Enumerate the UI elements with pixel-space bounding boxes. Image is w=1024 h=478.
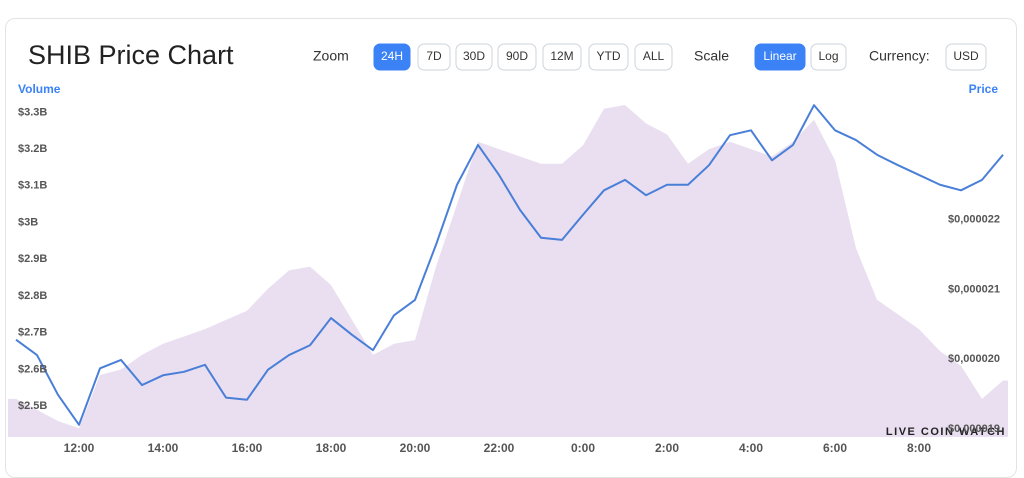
button[interactable]: ALL [634,43,673,71]
y-axis-label: Volume [18,82,61,96]
y-tick-label: $3.2B [18,143,47,155]
button[interactable]: USD [945,43,987,71]
x-tick-label: 16:00 [232,441,263,455]
button-bg [417,43,451,71]
button[interactable]: Log [810,43,847,71]
button-bg [373,43,411,71]
button-bg [754,43,806,71]
button[interactable]: 12M [542,43,582,71]
button-bg [634,43,673,71]
y-tick-label: $2.5B [18,400,47,412]
price-line [15,104,1004,426]
button-bg [542,43,582,71]
x-tick-label: 2:00 [655,441,679,455]
plot-area [8,104,1008,437]
x-tick-label: 8:00 [907,441,931,455]
chart: SHIB Price Chart Zoom Scale Currency: Vo… [8,40,1008,455]
button-label: YTD [597,49,621,63]
currency-label: Currency: [869,48,930,64]
volume-area [8,105,1008,437]
y2-tick-label: $0,000021 [948,283,1000,295]
button[interactable]: Linear [754,43,806,71]
button-bg [455,43,493,71]
button[interactable]: 30D [455,43,493,71]
button[interactable]: 7D [417,43,451,71]
y2-tick-label: $0,000022 [948,214,1000,226]
x-tick-label: 22:00 [484,441,515,455]
button[interactable]: 90D [497,43,537,71]
x-tick-label: 0:00 [571,441,595,455]
y2-tick-label: $0,000019 [948,423,1000,435]
button-label: 24H [381,49,403,63]
button-label: ALL [643,49,665,63]
x-tick-label: 20:00 [400,441,431,455]
y-tick-label: $3B [18,216,38,228]
button-bg [588,43,629,71]
chart-title: SHIB Price Chart [28,40,234,70]
y2-axis-label: Price [969,82,999,96]
y-tick-label: $2.9B [18,253,47,265]
button[interactable]: 24H [373,43,411,71]
button-bg [497,43,537,71]
button[interactable]: YTD [588,43,629,71]
x-tick-label: 4:00 [739,441,763,455]
button-bg [810,43,847,71]
button-label: 30D [463,49,485,63]
button-bg [945,43,987,71]
button-label: Linear [763,49,796,63]
y-tick-label: $3.3B [18,106,47,118]
y-tick-label: $2.8B [18,290,47,302]
y-tick-label: $2.6B [18,363,47,375]
x-tick-label: 14:00 [148,441,179,455]
button-label: 90D [506,49,528,63]
button-label: 12M [550,49,573,63]
x-tick-label: 12:00 [64,441,95,455]
zoom-label: Zoom [313,48,349,64]
button-label: USD [953,49,979,63]
y2-tick-label: $0,000020 [948,353,1000,365]
watermark: LIVE COIN WATCH [886,426,1006,438]
x-tick-label: 18:00 [316,441,347,455]
scale-label: Scale [694,48,729,64]
x-tick-label: 6:00 [823,441,847,455]
y-tick-label: $2.7B [18,327,47,339]
button-label: Log [818,49,838,63]
button-label: 7D [426,49,442,63]
y-tick-label: $3.1B [18,180,47,192]
